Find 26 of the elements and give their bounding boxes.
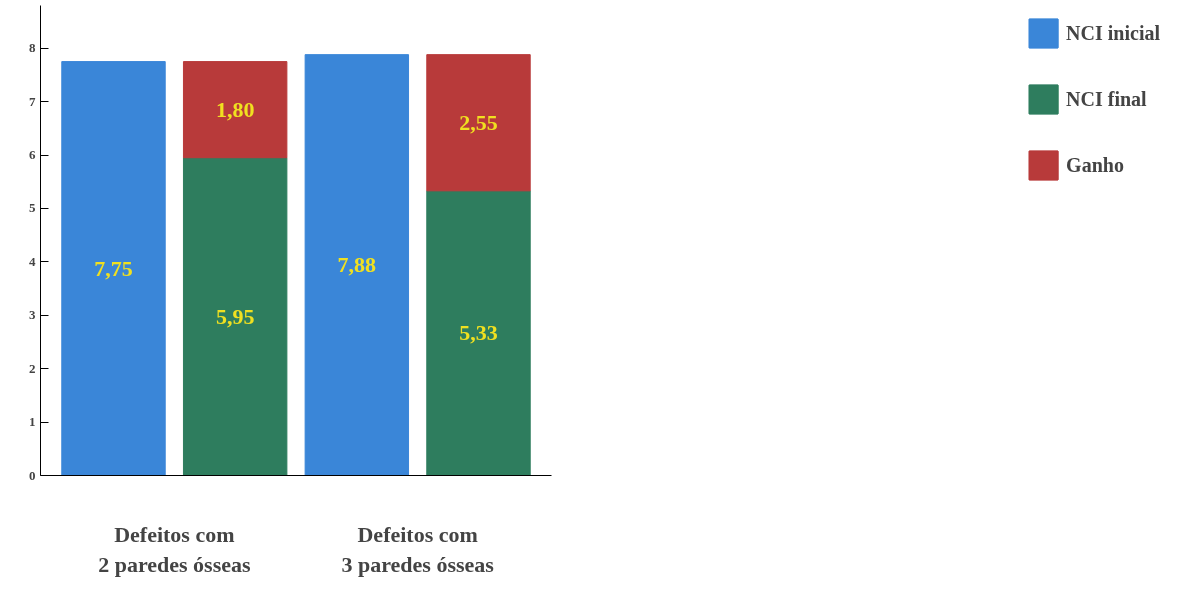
bar xyxy=(304,54,410,476)
y-tick-label: 8 xyxy=(29,40,36,56)
legend-label: NCI final xyxy=(1066,87,1147,111)
data-label: 2,55 xyxy=(459,109,498,135)
bar xyxy=(426,190,531,476)
y-tick-label: 3 xyxy=(29,307,36,323)
y-tick-label: 7 xyxy=(29,93,36,109)
legend-label: Ganho xyxy=(1066,153,1124,177)
y-tick-label: 0 xyxy=(29,467,36,483)
bar xyxy=(182,61,288,159)
data-label: 7,75 xyxy=(94,255,133,281)
bar xyxy=(61,61,166,476)
y-tick-label: 4 xyxy=(29,253,36,269)
y-tick-label: 5 xyxy=(29,200,36,216)
y-tick-label: 6 xyxy=(29,147,36,163)
data-label: 5,33 xyxy=(459,320,498,346)
text: Defeitos com 2 paredes ósseas xyxy=(98,521,251,577)
data-label: 7,88 xyxy=(337,252,377,278)
text: Defeitos com 3 paredes ósseas xyxy=(341,521,495,577)
bar xyxy=(426,54,531,192)
data-label: 5,95 xyxy=(215,303,255,329)
y-tick-label: 1 xyxy=(29,414,36,430)
data-label: 1,80 xyxy=(215,96,255,122)
bar xyxy=(182,157,288,476)
legend-label: NCI inicial xyxy=(1066,21,1160,45)
y-tick-label: 2 xyxy=(29,360,36,376)
